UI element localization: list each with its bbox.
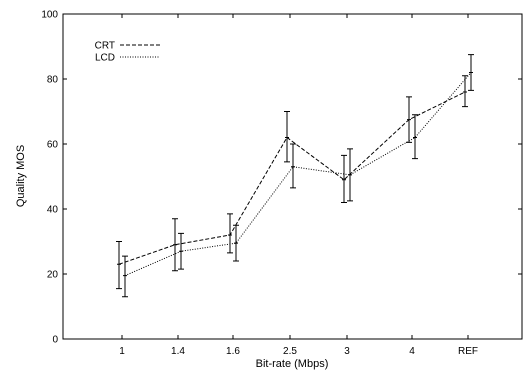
data-point <box>179 249 183 254</box>
legend-label: CRT <box>95 41 115 52</box>
x-tick-label: 2.5 <box>283 346 297 357</box>
series-lcd <box>122 54 474 298</box>
data-point <box>348 172 352 177</box>
x-tick-label: 4 <box>409 346 415 357</box>
legend-label: LCD <box>95 53 115 64</box>
series-layer <box>116 54 474 298</box>
data-point <box>234 241 238 246</box>
series-line <box>118 91 466 265</box>
data-point <box>285 135 289 140</box>
x-tick-label: 1.4 <box>171 346 185 357</box>
x-axis: 1 1.4 1.6 2.5 3 4 REF <box>119 14 478 357</box>
data-point <box>342 177 346 182</box>
y-tick-label: 0 <box>52 335 58 346</box>
y-axis-title: Quality MOS <box>15 145 27 207</box>
data-point <box>291 164 295 169</box>
data-point <box>117 262 121 267</box>
data-point <box>407 117 411 122</box>
y-tick-label: 60 <box>47 140 59 151</box>
x-tick-label: REF <box>458 346 478 357</box>
data-point <box>228 233 232 237</box>
y-tick-label: 100 <box>41 10 58 21</box>
y-axis: 0 20 40 60 80 100 <box>41 10 522 346</box>
data-point <box>173 242 177 247</box>
y-tick-label: 80 <box>47 75 59 86</box>
x-tick-label: 3 <box>344 346 350 357</box>
data-point <box>469 70 473 75</box>
x-axis-title: Bit-rate (Mbps) <box>256 358 329 370</box>
x-tick-label: 1 <box>119 346 125 357</box>
y-tick-label: 40 <box>47 205 59 216</box>
data-point <box>123 273 127 278</box>
y-tick-label: 20 <box>47 270 59 281</box>
data-point <box>463 90 467 94</box>
plot-frame <box>62 13 523 340</box>
series-crt <box>116 75 468 290</box>
data-point <box>413 135 417 140</box>
x-tick-label: 1.6 <box>226 346 240 357</box>
